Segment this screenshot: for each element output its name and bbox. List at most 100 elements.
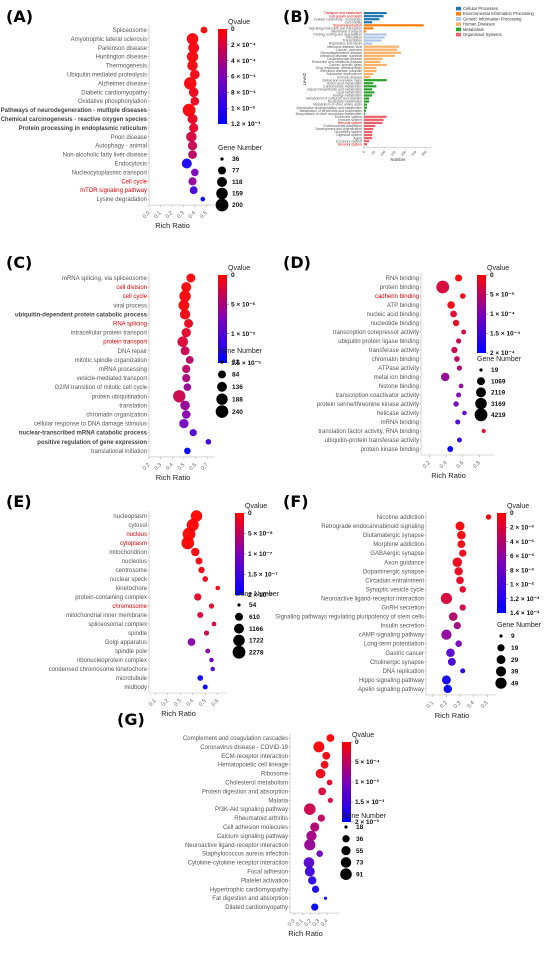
bar-label: Immune disease (337, 75, 362, 79)
data-point (326, 779, 333, 786)
size-legend-dot (218, 166, 226, 175)
term-label: Thermogenesis (106, 64, 147, 70)
size-legend-dot (220, 157, 224, 161)
term-label: cell cycle (123, 294, 148, 300)
term-label: Malaria (268, 798, 288, 804)
legend-swatch (456, 27, 461, 32)
qvalue-legend-title: Qvalue (245, 503, 267, 510)
bar (364, 112, 366, 115)
data-point (448, 612, 458, 621)
chart-panel-e: nucleoplasm cytosol nucleus cytoplasm mitoch… (49, 503, 280, 718)
bar (364, 82, 374, 85)
term-label: cAMP signaling pathway (359, 633, 424, 639)
data-point (315, 768, 326, 779)
term-label: transferase activity (369, 348, 419, 354)
qvalue-legend-title: Qvalue (228, 19, 250, 26)
term-label: translational initiation (91, 449, 147, 455)
size-legend-label: 4219 (491, 412, 506, 419)
term-label: Hematopoietic cell lineage (218, 763, 289, 769)
bar (364, 21, 373, 24)
x-axis-title: Rich Ratio (288, 929, 323, 938)
x-tick-label: 0.8 (472, 460, 482, 470)
size-legend-dot (476, 387, 486, 398)
term-label: GnRH secretion (381, 606, 424, 612)
colorbar-tick-label: 0 (248, 510, 252, 517)
data-point (316, 850, 323, 858)
term-label: protein-containing complex (75, 595, 147, 601)
x-axis-title: Rich Ratio (431, 471, 466, 480)
data-point (456, 392, 462, 398)
data-point (187, 638, 196, 646)
legend-swatch (456, 12, 461, 16)
data-point (450, 310, 457, 318)
term-label: transcription corepressor activity (333, 330, 419, 336)
data-point (455, 640, 462, 647)
data-point (186, 131, 197, 143)
x-tick-label: 0.0 (287, 918, 297, 928)
data-point (456, 365, 463, 371)
term-label: Neuroactive ligand-receptor interaction (321, 596, 424, 602)
panel-label-g: (G) (117, 710, 145, 729)
term-label: Protein processing in endoplasmic reticu… (19, 126, 147, 132)
term-label: mRNA splicing, via spliceosome (62, 276, 148, 282)
bar (364, 100, 370, 103)
term-label: cytosol (128, 523, 147, 529)
data-point (198, 566, 205, 574)
x-tick-label: 0.1 (153, 210, 163, 220)
qvalue-legend-title: Qvalue (228, 265, 250, 272)
term-label: Coronavirus disease - COVID-19 (200, 745, 288, 751)
qvalue-legend-title: Qvalue (352, 732, 374, 739)
size-legend-label: 1069 (491, 378, 506, 385)
bar-label: Signaling molecules and interaction (309, 26, 362, 30)
bar (364, 36, 385, 39)
x-tick-label: 0.1 (426, 700, 436, 710)
term-label: nucleus (126, 532, 147, 538)
term-label: microtubule (116, 676, 148, 682)
data-point (447, 301, 455, 309)
term-label: nucleic acid binding (367, 312, 419, 318)
term-label: Lysine degradation (97, 197, 147, 203)
panel-label-e: (E) (6, 492, 32, 511)
x-tick-label: 0.6 (456, 460, 466, 470)
x-tick-label: 0.5 (199, 210, 209, 220)
colorbar-tick-label: 0 (231, 26, 235, 33)
legend-label: Environmental Information Processing (463, 11, 534, 16)
colorbar-tick-label: 2 × 10⁻⁷ (248, 592, 273, 599)
data-point (205, 439, 212, 445)
colorbar-tick-label: 1.2 × 10⁻³ (231, 121, 261, 128)
colorbar-tick-label: 5 × 10⁻⁸ (248, 531, 273, 538)
colorbar-tick-label: 6 × 10⁻⁴ (231, 74, 256, 81)
bar (364, 33, 387, 36)
x-tick-label: 0.3 (453, 700, 463, 710)
term-label: mitochondrial inner membrane (66, 613, 148, 619)
term-label: Axon guidance (384, 560, 424, 566)
data-point (179, 290, 191, 302)
size-legend-label: 55 (356, 848, 364, 855)
bar (364, 143, 368, 146)
x-tick-label: 0.2 (303, 918, 313, 928)
bar-label: Metabolism of cofactors and vitamins (306, 97, 362, 101)
bar-label: Signal transduction (333, 23, 362, 27)
term-label: Parkinson disease (98, 46, 148, 52)
data-point (190, 96, 200, 106)
size-legend-label: 77 (232, 168, 240, 175)
size-legend-dot (233, 634, 245, 647)
data-point (453, 622, 461, 630)
colorbar-tick-label: 0 (231, 272, 235, 279)
data-point (211, 621, 217, 627)
term-label: metal ion binding (374, 375, 419, 381)
size-legend-label: 1722 (249, 638, 264, 645)
data-point (203, 630, 210, 636)
size-legend-dot (477, 377, 485, 386)
x-axis-title: Rich Ratio (155, 221, 190, 230)
data-point (436, 280, 450, 294)
data-point (455, 274, 463, 282)
term-label: GABAergic synapse (370, 551, 424, 557)
term-label: Cell cycle (121, 179, 147, 185)
size-legend-label: 36 (356, 836, 364, 843)
x-tick-label: 0.6 (188, 462, 198, 472)
y-axis-title: Level2 (302, 72, 307, 85)
size-legend-dot (340, 868, 352, 880)
qvalue-legend-title: Qvalue (507, 503, 529, 510)
bar-label: Membrane transport (331, 30, 362, 34)
